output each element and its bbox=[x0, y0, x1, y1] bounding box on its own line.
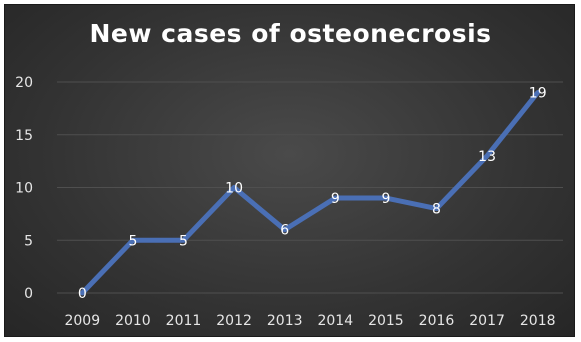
series-line-path bbox=[79, 90, 541, 296]
y-tick-label: 10 bbox=[15, 181, 33, 197]
x-tick-label: 2009 bbox=[64, 313, 100, 329]
y-tick-label: 20 bbox=[15, 75, 33, 91]
data-label: 19 bbox=[529, 86, 547, 102]
data-label: 9 bbox=[331, 191, 340, 207]
data-label: 8 bbox=[432, 202, 441, 218]
x-tick-label: 2018 bbox=[520, 313, 556, 329]
gridlines bbox=[57, 81, 563, 294]
data-labels: 0 5 5 10 6 9 9 8 13 19 bbox=[78, 86, 547, 302]
data-label: 0 bbox=[78, 286, 87, 302]
x-tick-label: 2012 bbox=[216, 313, 252, 329]
data-label: 9 bbox=[381, 191, 390, 207]
data-label: 5 bbox=[179, 233, 188, 249]
data-label: 5 bbox=[128, 233, 137, 249]
x-tick-label: 2010 bbox=[115, 313, 151, 329]
chart-title: New cases of osteonecrosis bbox=[89, 19, 492, 48]
y-tick-label: 0 bbox=[24, 286, 33, 302]
line-chart: 0 5 10 15 20 2009 2010 2011 2012 2013 2014 2015 201… bbox=[15, 75, 563, 329]
chart-frame: New cases of osteonecrosis 0 5 10 15 20 2009… bbox=[4, 4, 575, 337]
x-tick-label: 2015 bbox=[368, 313, 404, 329]
data-label: 10 bbox=[225, 181, 243, 197]
x-tick-label: 2013 bbox=[267, 313, 303, 329]
x-tick-label: 2017 bbox=[469, 313, 505, 329]
x-tick-label: 2016 bbox=[419, 313, 455, 329]
x-tick-labels: 2009 2010 2011 2012 2013 2014 2015 2016 2017 2018 bbox=[64, 313, 555, 329]
x-tick-label: 2011 bbox=[166, 313, 202, 329]
y-tick-label: 15 bbox=[15, 128, 33, 144]
y-tick-label: 5 bbox=[24, 233, 33, 249]
y-tick-labels: 0 5 10 15 20 bbox=[15, 75, 33, 302]
data-label: 6 bbox=[280, 223, 289, 239]
x-tick-label: 2014 bbox=[317, 313, 353, 329]
data-label: 13 bbox=[478, 149, 496, 165]
series-line bbox=[79, 90, 541, 296]
